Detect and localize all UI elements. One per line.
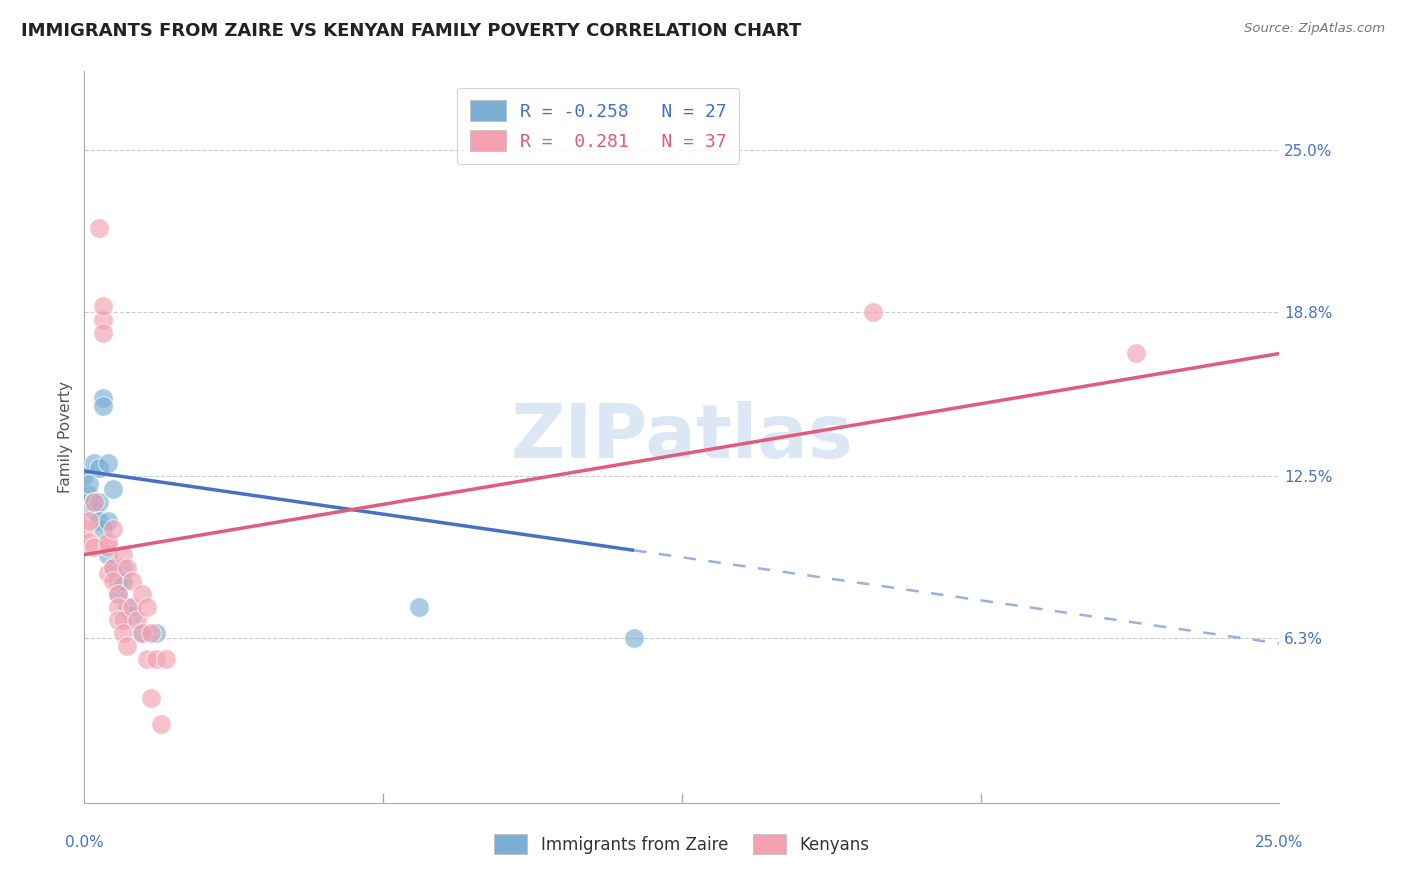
Legend: Immigrants from Zaire, Kenyans: Immigrants from Zaire, Kenyans	[488, 828, 876, 860]
Point	[141, 626, 163, 640]
Point	[408, 599, 430, 614]
Point	[101, 483, 124, 497]
Text: Source: ZipAtlas.com: Source: ZipAtlas.com	[1244, 22, 1385, 36]
Point	[141, 691, 163, 706]
Text: ZIPatlas: ZIPatlas	[510, 401, 853, 474]
Point	[93, 399, 115, 413]
Y-axis label: Family Poverty: Family Poverty	[58, 381, 73, 493]
Point	[97, 456, 120, 470]
Point	[149, 717, 172, 731]
Point	[131, 626, 153, 640]
Point	[97, 540, 120, 554]
Point	[125, 613, 148, 627]
Point	[73, 469, 96, 483]
Point	[107, 613, 129, 627]
Point	[97, 566, 120, 580]
Point	[135, 652, 157, 666]
Point	[93, 521, 115, 535]
Point	[87, 461, 110, 475]
Point	[107, 599, 129, 614]
Point	[117, 560, 139, 574]
Point	[101, 560, 124, 574]
Point	[83, 495, 105, 509]
Point	[107, 587, 129, 601]
Point	[83, 495, 105, 509]
Point	[145, 652, 167, 666]
Point	[121, 574, 143, 588]
Point	[107, 587, 129, 601]
Point	[117, 599, 139, 614]
Point	[111, 560, 134, 574]
Point	[121, 599, 143, 614]
Point	[93, 312, 115, 326]
Point	[93, 326, 115, 340]
Point	[97, 514, 120, 528]
Point	[131, 626, 153, 640]
Point	[101, 574, 124, 588]
Point	[101, 560, 124, 574]
Point	[101, 521, 124, 535]
Point	[83, 456, 105, 470]
Text: IMMIGRANTS FROM ZAIRE VS KENYAN FAMILY POVERTY CORRELATION CHART: IMMIGRANTS FROM ZAIRE VS KENYAN FAMILY P…	[21, 22, 801, 40]
Point	[111, 626, 134, 640]
Point	[87, 514, 110, 528]
Point	[862, 304, 884, 318]
Point	[87, 221, 110, 235]
Point	[135, 599, 157, 614]
Point	[111, 613, 134, 627]
Point	[111, 548, 134, 562]
Text: 25.0%: 25.0%	[1256, 835, 1303, 850]
Point	[77, 477, 100, 491]
Text: 0.0%: 0.0%	[65, 835, 104, 850]
Point	[107, 574, 129, 588]
Point	[131, 587, 153, 601]
Point	[77, 487, 100, 501]
Point	[77, 514, 100, 528]
Point	[623, 632, 645, 646]
Point	[83, 503, 105, 517]
Point	[117, 639, 139, 653]
Point	[97, 534, 120, 549]
Point	[73, 521, 96, 535]
Point	[83, 540, 105, 554]
Point	[145, 626, 167, 640]
Point	[1125, 346, 1147, 360]
Point	[93, 300, 115, 314]
Point	[121, 607, 143, 622]
Point	[87, 495, 110, 509]
Point	[111, 574, 134, 588]
Point	[155, 652, 177, 666]
Point	[97, 548, 120, 562]
Point	[77, 534, 100, 549]
Point	[93, 391, 115, 405]
